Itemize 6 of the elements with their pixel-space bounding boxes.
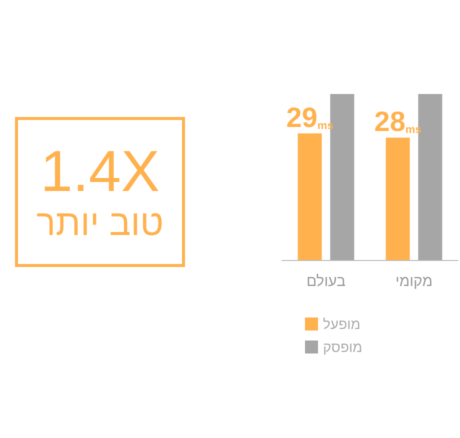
data-label: 28ms <box>374 106 422 138</box>
x-tick-label: מקומי <box>395 273 433 290</box>
x-tick-label: בעולם <box>306 273 346 290</box>
data-label: 29ms <box>286 102 334 133</box>
legend-label: מופעל <box>323 316 360 332</box>
legend-label: מופסק <box>323 339 362 355</box>
